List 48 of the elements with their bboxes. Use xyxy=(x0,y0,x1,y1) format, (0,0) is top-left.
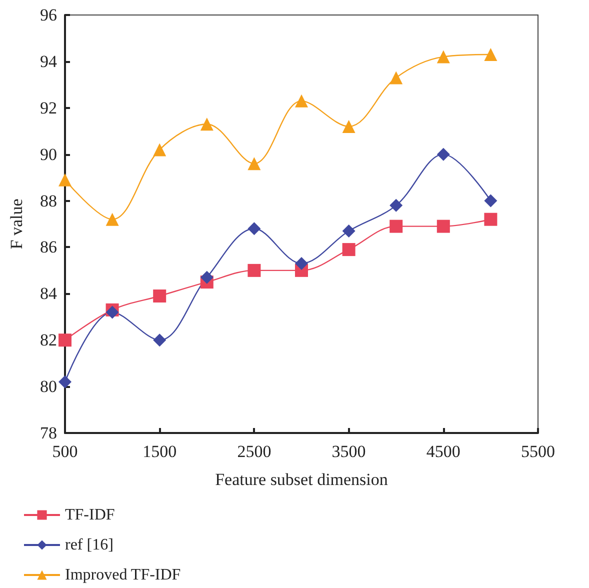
point xyxy=(484,212,498,226)
point xyxy=(484,48,498,61)
point xyxy=(153,289,166,302)
point xyxy=(342,224,356,238)
point xyxy=(106,212,119,226)
point xyxy=(58,334,72,347)
x-tick-label: 4500 xyxy=(426,442,460,461)
legend-label: Improved TF-IDF xyxy=(65,566,181,584)
point xyxy=(200,118,214,131)
point xyxy=(436,220,450,233)
x-axis-title: Feature subset dimension xyxy=(215,470,388,489)
x-tick-label: 1500 xyxy=(142,442,177,461)
point xyxy=(295,256,308,270)
y-tick-label: 80 xyxy=(40,377,57,396)
point xyxy=(200,270,214,284)
y-axis-title: F value xyxy=(7,198,26,250)
point xyxy=(248,157,261,170)
x-tick-label: 500 xyxy=(52,442,78,461)
y-tick-label: 84 xyxy=(40,284,58,304)
point xyxy=(390,220,403,233)
point xyxy=(248,264,261,277)
point xyxy=(153,334,166,347)
x-tick-label: 2500 xyxy=(237,442,272,461)
y-tick-label: 88 xyxy=(40,191,57,210)
x-tick-label: 5500 xyxy=(521,442,555,461)
x-tick-label: 3500 xyxy=(332,442,366,461)
point xyxy=(390,198,403,212)
legend-label: TF-IDF xyxy=(65,506,115,524)
y-tick-label: 86 xyxy=(40,238,57,257)
y-tick-label: 78 xyxy=(40,424,57,442)
point xyxy=(390,71,403,84)
point xyxy=(58,173,72,186)
point xyxy=(58,375,72,388)
y-tick-label: 96 xyxy=(40,6,57,24)
y-tick-label: 90 xyxy=(40,144,57,164)
point xyxy=(106,306,119,319)
y-tick-label: 92 xyxy=(40,98,57,118)
point xyxy=(342,120,356,133)
point xyxy=(484,194,498,208)
point xyxy=(153,143,166,156)
point xyxy=(248,222,261,236)
point xyxy=(436,148,450,161)
y-tick-label: 82 xyxy=(40,330,57,350)
legend-label: ref [16] xyxy=(65,536,114,554)
point xyxy=(436,50,450,64)
point xyxy=(295,94,308,108)
y-tick-label: 94 xyxy=(40,52,58,71)
point xyxy=(342,243,356,256)
